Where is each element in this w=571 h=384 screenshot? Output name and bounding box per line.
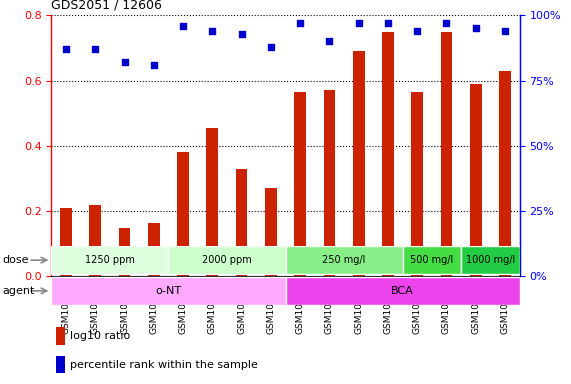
Text: BCA: BCA	[391, 286, 414, 296]
Bar	[207, 128, 218, 276]
Bar	[294, 92, 306, 276]
Point	[266, 44, 275, 50]
Bar	[403, 247, 461, 274]
Point	[500, 28, 509, 34]
Bar	[499, 71, 511, 276]
Point	[120, 59, 129, 65]
Bar	[461, 247, 520, 274]
Text: 500 mg/l: 500 mg/l	[410, 255, 453, 265]
Bar	[470, 84, 481, 276]
Text: 250 mg/l: 250 mg/l	[323, 255, 365, 265]
Text: GDS2051 / 12606: GDS2051 / 12606	[51, 0, 162, 12]
Text: log10 ratio: log10 ratio	[70, 331, 130, 341]
Point	[442, 20, 451, 26]
Bar	[441, 32, 452, 276]
Bar	[51, 277, 286, 305]
Text: agent: agent	[3, 286, 35, 296]
Bar	[236, 169, 247, 276]
Text: 1250 ppm: 1250 ppm	[85, 255, 135, 265]
Bar	[324, 91, 335, 276]
Point	[208, 28, 217, 34]
Point	[383, 20, 392, 26]
Bar	[265, 188, 277, 276]
Bar	[286, 247, 403, 274]
Text: 1000 mg/l: 1000 mg/l	[466, 255, 515, 265]
Text: dose: dose	[3, 255, 29, 265]
Point	[471, 25, 480, 31]
Point	[354, 20, 363, 26]
Bar	[90, 205, 101, 276]
Text: percentile rank within the sample: percentile rank within the sample	[70, 360, 258, 370]
Bar	[60, 208, 72, 276]
Point	[296, 20, 305, 26]
Point	[62, 46, 71, 52]
Bar	[119, 227, 130, 276]
Point	[91, 46, 100, 52]
Bar	[148, 223, 160, 276]
Point	[149, 62, 158, 68]
Bar	[168, 247, 286, 274]
Text: o-NT: o-NT	[155, 286, 182, 296]
Bar	[51, 247, 168, 274]
Bar	[353, 51, 364, 276]
Point	[325, 38, 334, 45]
Point	[237, 31, 246, 37]
Bar	[411, 92, 423, 276]
Point	[413, 28, 422, 34]
Bar	[177, 152, 189, 276]
Bar	[56, 327, 66, 345]
Point	[179, 23, 188, 29]
Bar	[382, 32, 394, 276]
Text: 2000 ppm: 2000 ppm	[202, 255, 252, 265]
Bar	[286, 277, 520, 305]
Bar	[56, 356, 66, 373]
